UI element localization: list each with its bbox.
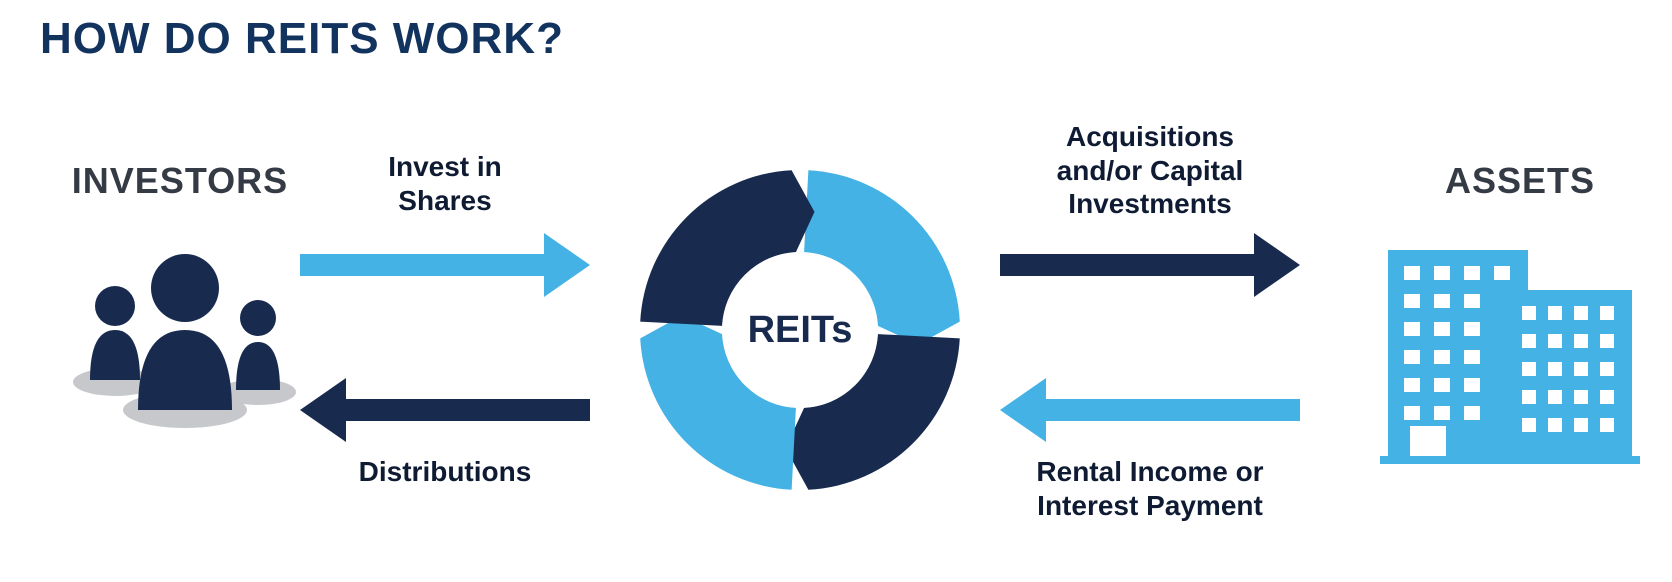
arrow-rental-label: Rental Income or Interest Payment bbox=[1000, 455, 1300, 522]
buildings-icon bbox=[1380, 210, 1640, 470]
arrow-left-icon bbox=[300, 376, 590, 444]
arrow-distributions-label: Distributions bbox=[300, 455, 590, 489]
page-title: HOW DO REITS WORK? bbox=[40, 14, 564, 64]
arrow-distributions bbox=[300, 376, 590, 444]
assets-icon bbox=[1380, 210, 1640, 470]
arrow-left-icon bbox=[1000, 376, 1300, 444]
arrow-acquisitions bbox=[1000, 231, 1300, 299]
people-icon bbox=[60, 210, 300, 430]
arrow-invest-label: Invest in Shares bbox=[300, 150, 590, 217]
assets-label: ASSETS bbox=[1410, 160, 1630, 202]
arrow-right-icon bbox=[300, 231, 590, 299]
investors-label: INVESTORS bbox=[50, 160, 310, 202]
arrow-right-icon bbox=[1000, 231, 1300, 299]
investors-icon bbox=[60, 210, 300, 430]
arrow-rental bbox=[1000, 376, 1300, 444]
reits-center-label: REITs bbox=[630, 160, 970, 500]
arrow-invest bbox=[300, 231, 590, 299]
reits-flow-diagram: INVESTORS REITs ASSETS bbox=[0, 90, 1672, 570]
arrow-acquisitions-label: Acquisitions and/or Capital Investments bbox=[1000, 120, 1300, 221]
reits-donut: REITs bbox=[630, 160, 970, 500]
